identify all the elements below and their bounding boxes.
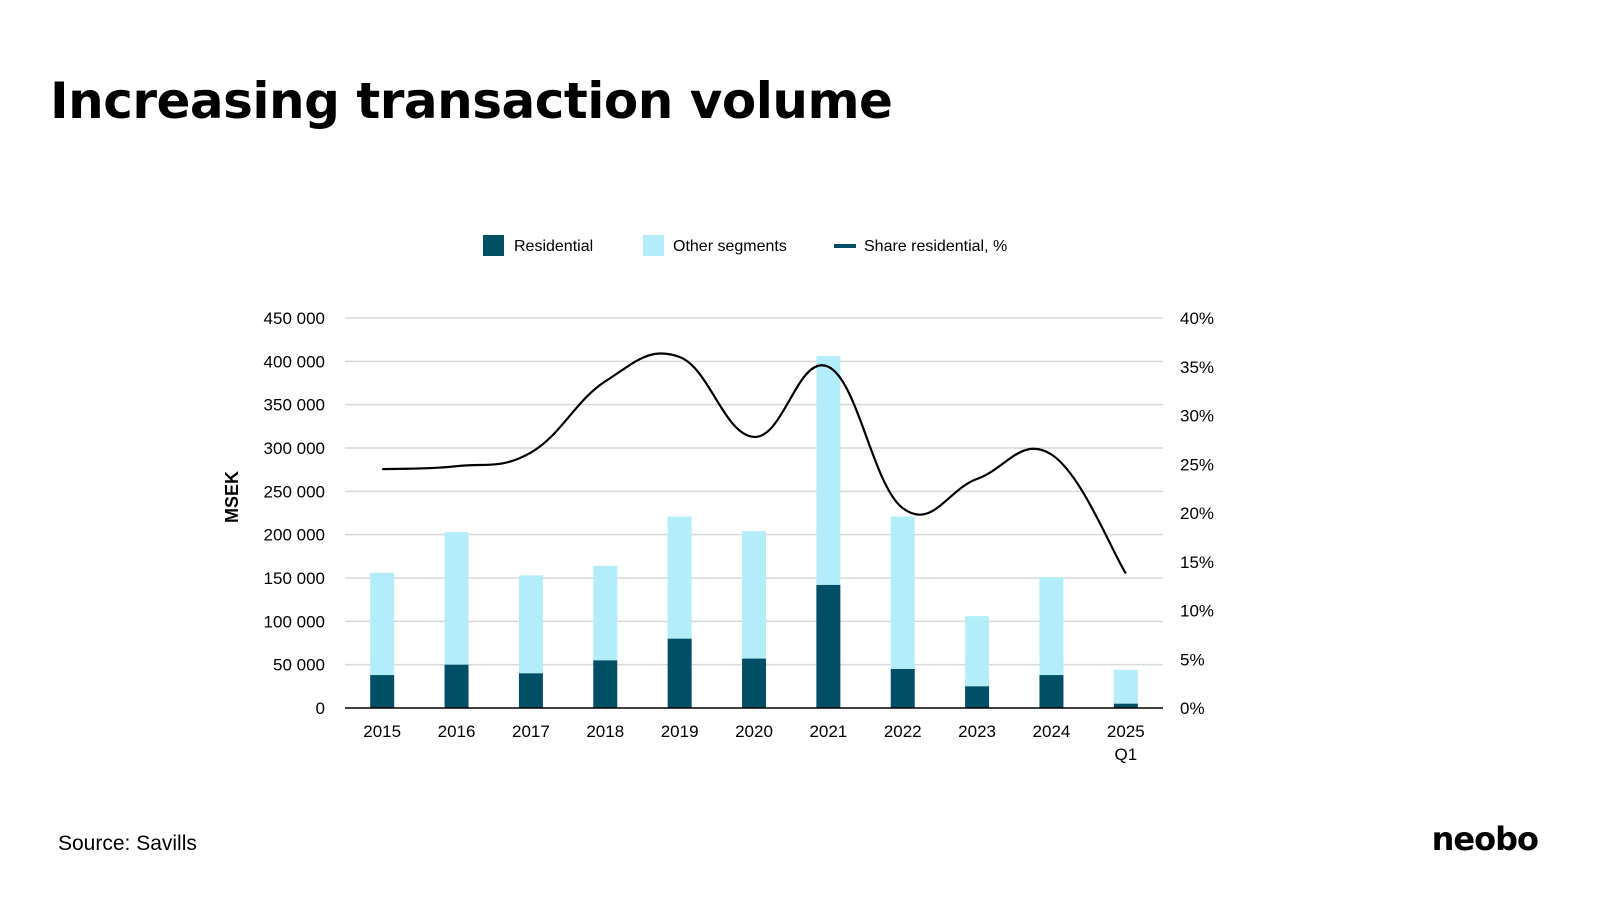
bar-residential xyxy=(370,675,395,708)
bar-other-segments xyxy=(890,516,915,669)
legend-swatch-residential xyxy=(483,235,504,256)
y2-tick-label: 5% xyxy=(1180,650,1205,669)
x-tick-label: 2019 xyxy=(661,722,699,741)
y-tick-label: 150 000 xyxy=(264,569,325,588)
y-axis-right-ticks: 0% 5% 10% 15% 20% 25% 30% 35% 40% xyxy=(1180,309,1214,718)
y-tick-label: 200 000 xyxy=(264,526,325,545)
y2-tick-label: 40% xyxy=(1180,309,1214,328)
bar-residential xyxy=(965,686,990,708)
y-tick-label: 50 000 xyxy=(273,656,325,675)
x-tick-label: 2016 xyxy=(438,722,476,741)
y2-tick-label: 35% xyxy=(1180,358,1214,377)
y-tick-label: 400 000 xyxy=(264,352,325,371)
y2-tick-label: 10% xyxy=(1180,602,1214,621)
bar-other-segments xyxy=(1039,577,1064,676)
y-tick-label: 300 000 xyxy=(264,439,325,458)
x-tick-label: 2017 xyxy=(512,722,550,741)
y2-tick-label: 15% xyxy=(1180,553,1214,572)
x-tick-label: 2025 Q1 xyxy=(1107,722,1145,764)
bar-other-segments xyxy=(370,572,395,676)
x-tick-label: 2020 xyxy=(735,722,773,741)
bar-other-segments xyxy=(518,575,543,674)
bar-other-segments xyxy=(965,616,990,687)
page-title: Increasing transaction volume xyxy=(50,72,893,130)
y-tick-label: 100 000 xyxy=(264,612,325,631)
bar-other-segments xyxy=(593,565,618,661)
bar-other-segments xyxy=(742,531,766,659)
bar-residential xyxy=(518,673,543,708)
legend-swatch-other xyxy=(643,235,664,256)
bar-residential xyxy=(593,660,618,708)
y-tick-label: 250 000 xyxy=(264,482,325,501)
y-tick-label: 350 000 xyxy=(264,396,325,415)
bar-other-segments xyxy=(816,356,841,585)
legend: Residential Other segments Share residen… xyxy=(483,235,1007,256)
bar-residential xyxy=(816,584,841,708)
x-tick-label: 2018 xyxy=(586,722,624,741)
bar-other-segments xyxy=(1113,669,1138,704)
y-axis-left-ticks: 0 50 000 100 000 150 000 200 000 250 000 300 0… xyxy=(264,309,325,718)
bar-other-segments xyxy=(444,532,469,665)
y2-tick-label: 30% xyxy=(1180,407,1214,426)
bars xyxy=(370,356,1138,708)
legend-label-other: Other segments xyxy=(673,238,787,255)
legend-label-share: Share residential, % xyxy=(864,238,1007,255)
y-tick-label: 0 xyxy=(316,699,325,718)
bar-residential xyxy=(667,638,692,708)
share-line xyxy=(382,352,1127,575)
y-tick-label: 450 000 xyxy=(264,309,325,328)
x-tick-label: 2023 xyxy=(958,722,996,741)
bar-other-segments xyxy=(667,516,692,639)
bar-residential xyxy=(444,664,469,708)
x-axis-ticks: 2015 2016 2017 2018 2019 2020 2021 2022 2023 2024… xyxy=(363,722,1144,764)
bar-residential xyxy=(1039,675,1064,708)
y-axis-title: MSEK xyxy=(222,471,242,523)
x-tick-label: 2015 xyxy=(363,722,401,741)
neobo-logo: neobo xyxy=(1431,820,1539,858)
x-tick-label: 2021 xyxy=(809,722,847,741)
legend-label-residential: Residential xyxy=(514,238,593,255)
source-note: Source: Savills xyxy=(58,832,197,855)
y2-tick-label: 25% xyxy=(1180,455,1214,474)
x-tick-label: 2022 xyxy=(884,722,922,741)
y2-tick-label: 20% xyxy=(1180,504,1214,523)
share-residential-line xyxy=(382,352,1127,575)
bar-residential xyxy=(890,669,915,708)
x-tick-label: 2024 xyxy=(1033,722,1071,741)
y2-tick-label: 0% xyxy=(1180,699,1205,718)
bar-residential xyxy=(1113,703,1138,708)
bar-residential xyxy=(742,658,766,708)
